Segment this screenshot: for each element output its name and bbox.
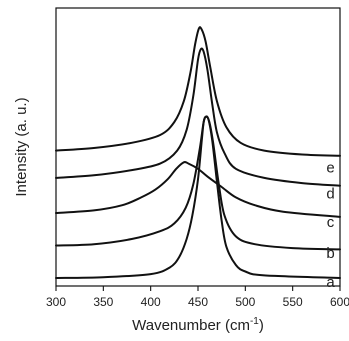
x-tick-label-400: 400 [141, 295, 161, 309]
x-tick-label-450: 450 [188, 295, 208, 309]
x-tick-label-350: 350 [93, 295, 113, 309]
curve-label-a: a [326, 274, 335, 291]
curve-label-e: e [326, 159, 334, 176]
x-axis-title: Wavenumber (cm-1) [132, 316, 264, 334]
x-axis-label-superscript: -1 [250, 316, 259, 327]
series-curve-a [55, 115, 341, 279]
x-tick-label-500: 500 [235, 295, 255, 309]
series-curve-d [55, 47, 341, 187]
series-curve-e [55, 26, 341, 157]
x-tick-label-300: 300 [46, 295, 66, 309]
x-axis-label-close: ) [259, 317, 264, 334]
series-curves [55, 26, 341, 279]
curve-label-b: b [326, 245, 334, 262]
series-curve-b [55, 115, 341, 251]
curve-label-d: d [326, 185, 334, 202]
x-tick-label-550: 550 [283, 295, 303, 309]
y-axis-label: Intensity (a. u.) [13, 97, 30, 196]
series-curve-c [55, 160, 341, 218]
x-axis: 300 350 400 450 500 550 600 [46, 286, 349, 309]
curve-label-c: c [327, 214, 335, 231]
x-axis-label: Wavenumber (cm [132, 317, 250, 334]
x-tick-label-600: 600 [330, 295, 349, 309]
